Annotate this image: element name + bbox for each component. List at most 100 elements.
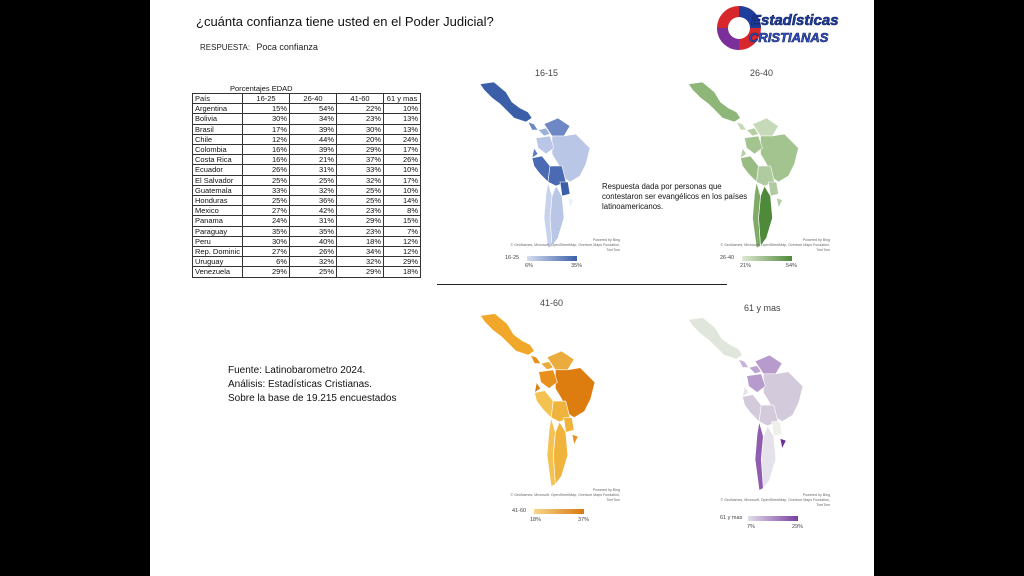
cell-percent: 36% [289,195,338,207]
slide: ¿cuánta confianza tiene usted en el Pode… [150,0,874,576]
cell-percent: 37% [336,154,385,166]
cell-pais: Uruguay [191,256,244,268]
cell-percent: 20% [336,133,385,146]
legend-max-26-40: 54% [786,263,798,269]
cell-percent: 25% [289,266,338,278]
table-row: Argentina 15% 54% 22% 10% [191,103,422,115]
cell-percent: 26% [383,154,422,166]
table-row: Colombia 16% 39% 29% 17% [191,144,422,156]
cell-percent: 23% [336,205,385,217]
logo-text-top: Estadísticas [751,12,839,29]
cell-pais: Honduras [191,195,244,207]
cell-pais: El Salvador [191,174,244,186]
cell-pais: Venezuela [191,266,244,278]
legend-min-61-mas: 7% [747,524,755,530]
cell-percent: 35% [242,225,291,237]
table-row: Bolivia 30% 34% 23% 13% [191,113,422,125]
cell-percent: 7% [383,225,422,237]
cell-percent: 10% [383,184,422,197]
map-legend-26-40: 26-40 21% 54% [720,255,820,275]
cell-percent: 15% [242,103,291,115]
table-row: Peru 30% 40% 18% 12% [191,235,422,248]
cell-percent: 24% [242,215,291,227]
table-row: Paraguay 35% 35% 23% 7% [191,225,422,237]
cell-percent: 29% [336,144,385,156]
cell-percent: 34% [289,113,338,125]
cell-percent: 30% [242,235,291,248]
table-row: Costa Rica 16% 21% 37% 26% [191,154,422,166]
cell-pais: Guatemala [191,184,244,197]
table-row: Guatemala 33% 32% 25% 10% [191,184,422,197]
cell-pais: Argentina [191,103,244,115]
cell-percent: 29% [383,256,422,268]
cell-percent: 35% [289,225,338,237]
table-row: Honduras 25% 36% 25% 14% [191,195,422,207]
legend-gradient-16-25 [527,256,577,261]
legend-gradient-26-40 [742,256,792,261]
respuesta-value: Poca confianza [256,42,318,52]
legend-min-26-40: 21% [740,263,752,269]
cell-pais: Rep. Dominic [191,246,244,258]
cell-percent: 12% [383,235,422,248]
table-row: El Salvador 25% 25% 32% 17% [191,174,422,186]
header-pais: País [191,92,244,105]
cell-percent: 10% [383,103,422,115]
cell-percent: 34% [336,246,385,258]
map-attribution-26-40: Powered by Bing © GeoNames, Microsoft, O… [720,238,830,252]
header-26-40: 26-40 [289,92,338,105]
cell-percent: 33% [336,164,385,176]
cell-percent: 32% [289,256,338,268]
respuesta-line: RESPUESTA: Poca confianza [200,42,318,52]
cell-percent: 23% [336,225,385,237]
map-61-mas [687,317,804,491]
table-row: Chile 12% 44% 20% 24% [191,133,422,146]
table-row: Panama 24% 31% 29% 15% [191,215,422,227]
cell-pais: Brasil [191,123,244,135]
cell-percent: 39% [289,144,338,156]
cell-percent: 18% [336,235,385,248]
estadisticas-cristianas-logo: Estadísticas CRISTIANAS [717,6,839,50]
table-caption: Porcentajes EDAD [230,84,293,93]
map-title-61-mas: 61 y mas [744,303,781,313]
source-block: Fuente: Latinobarometro 2024. Análisis: … [228,364,396,406]
cell-percent: 14% [383,195,422,207]
source-line-1: Fuente: Latinobarometro 2024. [228,365,366,376]
map-attribution-61-mas: Powered by Bing © GeoNames, Microsoft, O… [720,493,830,507]
cell-pais: Colombia [191,144,244,156]
cell-percent: 12% [242,133,291,146]
legend-label-41-60: 41-60 [512,508,527,514]
map-title-26-40: 26-40 [750,68,774,78]
cell-pais: Mexico [191,205,244,217]
table-row: Uruguay 6% 32% 32% 29% [191,256,422,268]
cell-percent: 6% [242,256,291,268]
cell-pais: Peru [191,235,244,248]
map-title-41-60: 41-60 [540,298,564,308]
table-row: Brasil 17% 39% 30% 13% [191,123,422,135]
cell-percent: 15% [383,215,422,227]
map-16-25 [479,81,591,249]
cell-percent: 24% [383,133,422,146]
cell-pais: Panama [191,215,244,227]
page-title: ¿cuánta confianza tiene usted en el Pode… [196,14,494,29]
legend-min-16-25: 6% [525,263,533,269]
cell-percent: 26% [242,164,291,176]
cell-percent: 17% [383,144,422,156]
source-line-3: Sobre la base de 19.215 encuestados [228,393,397,404]
cell-percent: 31% [289,164,338,176]
cell-percent: 30% [336,123,385,135]
cell-pais: Ecuador [191,164,244,176]
map-legend-16-25: 16-25 6% 35% [505,255,605,275]
cell-percent: 16% [242,144,291,156]
cell-percent: 40% [289,235,338,248]
map-41-60 [479,313,596,487]
cell-percent: 12% [383,246,422,258]
cell-percent: 29% [242,266,291,278]
source-line-2: Análisis: Estadísticas Cristianas. [228,379,372,390]
legend-max-41-60: 37% [578,517,590,523]
cell-percent: 25% [336,195,385,207]
cell-percent: 21% [289,154,338,166]
table-row: Venezuela 29% 25% 29% 18% [191,266,422,278]
cell-percent: 32% [336,256,385,268]
cell-pais: Paraguay [191,225,244,237]
header-16-25: 16-25 [242,92,291,105]
